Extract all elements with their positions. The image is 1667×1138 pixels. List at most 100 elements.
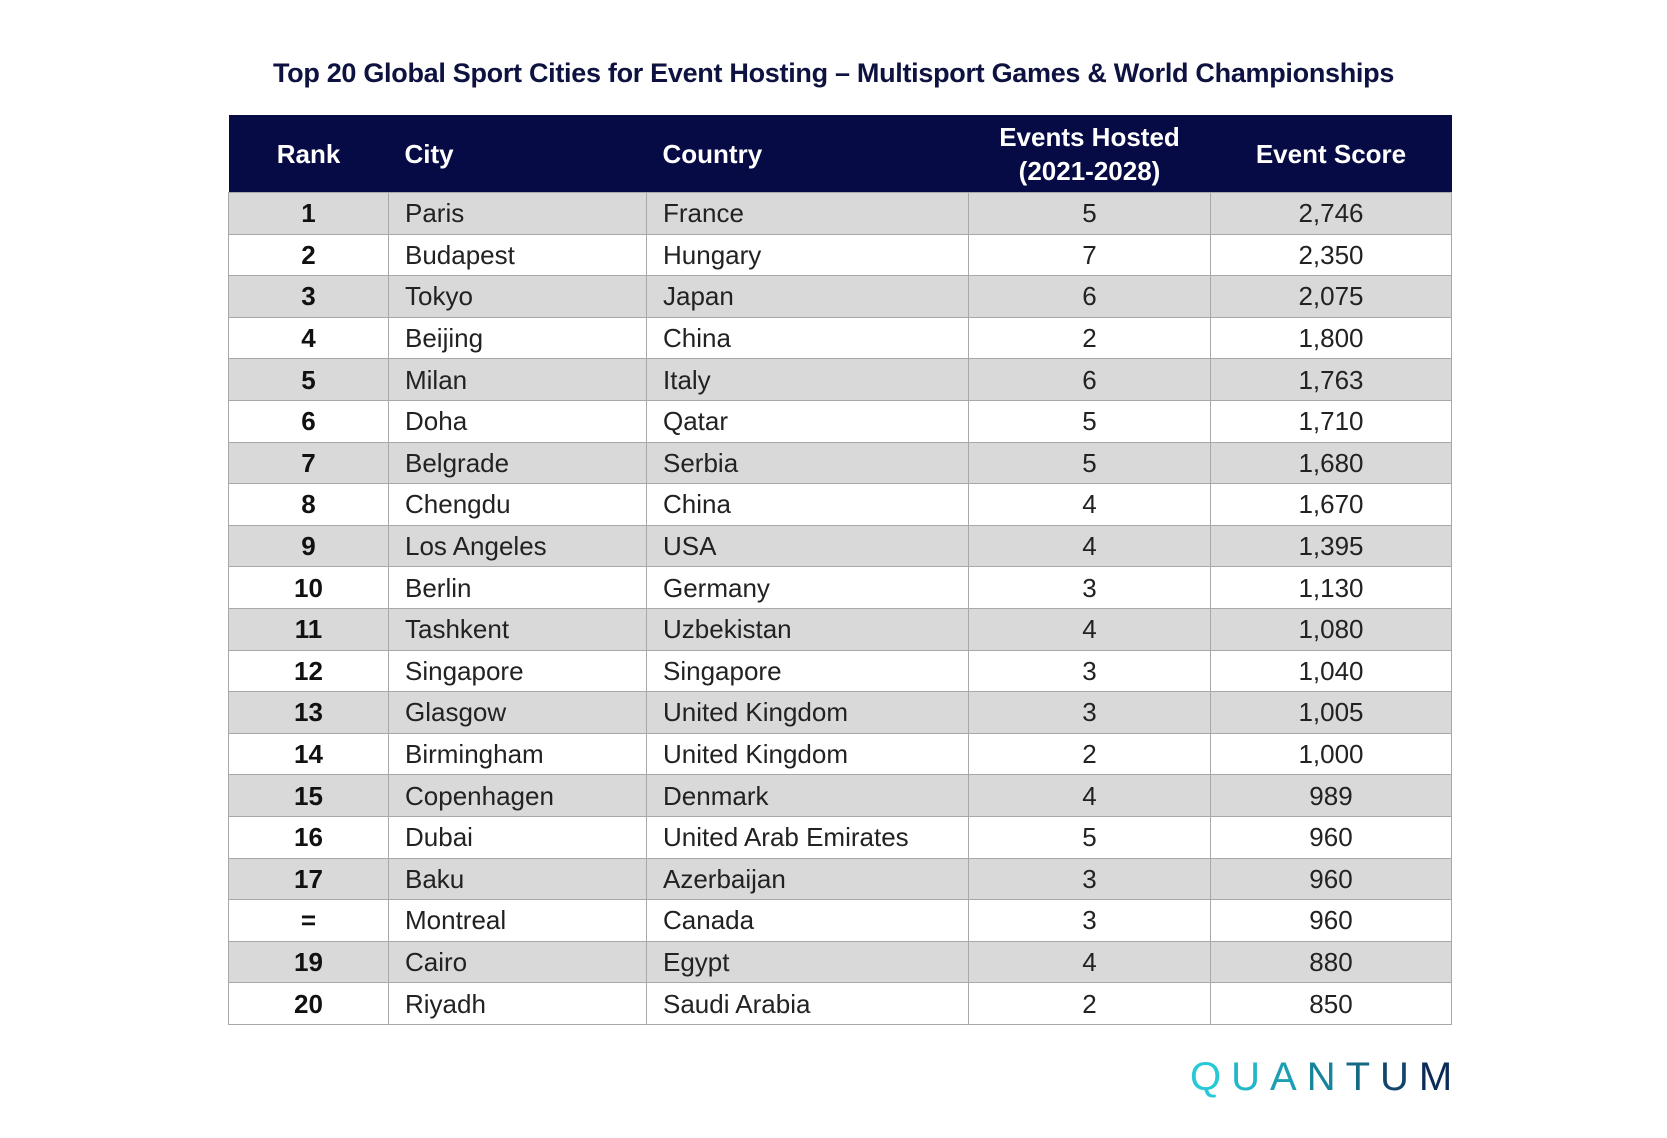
rank-cell: 3 [228,275,389,318]
city-cell: Glasgow [388,691,647,734]
rank-cell: 4 [228,316,389,360]
event-score-cell: 2,746 [1210,192,1452,235]
quantum-logo: QUANTUM [1190,1055,1462,1100]
rank-cell: 15 [228,774,389,817]
events-hosted-cell: 7 [968,233,1211,277]
country-cell: Hungary [646,233,969,277]
event-score-cell: 1,040 [1210,649,1452,693]
country-cell: Italy [646,358,969,401]
header-events-hosted: Events Hosted (2021-2028) [968,115,1211,193]
events-hosted-cell: 4 [968,483,1211,526]
table-row: 20 Riyadh Saudi Arabia 2 850 [228,982,1452,1025]
header-event-score: Event Score [1210,115,1452,193]
header-rank: Rank [228,115,389,193]
event-score-cell: 1,680 [1210,441,1452,485]
events-hosted-cell: 4 [968,940,1211,984]
rank-cell: 9 [228,524,389,568]
events-hosted-cell: 2 [968,732,1211,776]
country-cell: Egypt [646,940,969,984]
table-row: 9 Los Angeles USA 4 1,395 [228,524,1452,568]
event-score-cell: 989 [1210,774,1452,817]
rank-cell: 7 [228,441,389,485]
logo-letter: Q [1190,1055,1232,1099]
event-score-cell: 1,005 [1210,691,1452,734]
city-cell: Los Angeles [388,524,647,568]
table-row: 3 Tokyo Japan 6 2,075 [228,275,1452,318]
city-cell: Baku [388,857,647,901]
city-cell: Singapore [388,649,647,693]
country-cell: Denmark [646,774,969,817]
logo-letter: T [1345,1055,1381,1099]
city-cell: Birmingham [388,732,647,776]
country-cell: United Kingdom [646,732,969,776]
table-row: 1 Paris France 5 2,746 [228,192,1452,235]
events-hosted-cell: 2 [968,316,1211,360]
table-row: 6 Doha Qatar 5 1,710 [228,399,1452,443]
rankings-table: Rank City Country Events Hosted (2021-20… [228,115,1452,1025]
rank-cell: 13 [228,691,389,734]
events-hosted-cell: 3 [968,899,1211,942]
events-hosted-cell: 6 [968,358,1211,401]
country-cell: France [646,192,969,235]
events-hosted-cell: 4 [968,607,1211,651]
page-title: Top 20 Global Sport Cities for Event Hos… [272,58,1395,88]
logo-letter: M [1418,1055,1463,1099]
event-score-cell: 2,075 [1210,275,1452,318]
city-cell: Berlin [388,566,647,609]
city-cell: Milan [388,358,647,401]
rank-cell: 14 [228,732,389,776]
city-cell: Dubai [388,815,647,859]
city-cell: Riyadh [388,982,647,1025]
header-city: City [388,115,647,193]
city-cell: Cairo [388,940,647,984]
events-hosted-cell: 5 [968,399,1211,443]
country-cell: Qatar [646,399,969,443]
logo-letter: A [1270,1055,1307,1099]
events-hosted-cell: 5 [968,815,1211,859]
events-hosted-cell: 3 [968,566,1211,609]
country-cell: United Kingdom [646,691,969,734]
rank-cell: 6 [228,399,389,443]
events-hosted-cell: 4 [968,524,1211,568]
country-cell: Singapore [646,649,969,693]
rank-cell: 20 [228,982,389,1025]
table-row: 17 Baku Azerbaijan 3 960 [228,857,1452,901]
city-cell: Tashkent [388,607,647,651]
logo-letter: U [1231,1055,1271,1099]
country-cell: China [646,316,969,360]
rank-cell: 10 [228,566,389,609]
city-cell: Budapest [388,233,647,277]
events-hosted-cell: 2 [968,982,1211,1025]
table-row: 16 Dubai United Arab Emirates 5 960 [228,815,1452,859]
rank-cell: 5 [228,358,389,401]
logo-letter: U [1380,1055,1419,1099]
event-score-cell: 850 [1210,982,1452,1025]
table-row: 12 Singapore Singapore 3 1,040 [228,649,1452,693]
table-row: 8 Chengdu China 4 1,670 [228,483,1452,526]
event-score-cell: 2,350 [1210,233,1452,277]
country-cell: Serbia [646,441,969,485]
events-hosted-cell: 5 [968,441,1211,485]
city-cell: Beijing [388,316,647,360]
city-cell: Belgrade [388,441,647,485]
rank-cell: 11 [228,607,389,651]
table-row: 15 Copenhagen Denmark 4 989 [228,774,1452,817]
header-events-line1: Events Hosted [999,121,1180,152]
country-cell: Azerbaijan [646,857,969,901]
country-cell: Japan [646,275,969,318]
event-score-cell: 1,670 [1210,483,1452,526]
country-cell: Germany [646,566,969,609]
country-cell: Uzbekistan [646,607,969,651]
country-cell: Saudi Arabia [646,982,969,1025]
rank-cell: 16 [228,815,389,859]
table-row: 13 Glasgow United Kingdom 3 1,005 [228,691,1452,734]
city-cell: Tokyo [388,275,647,318]
table-row: 5 Milan Italy 6 1,763 [228,358,1452,401]
logo-letter: N [1306,1055,1346,1099]
events-hosted-cell: 4 [968,774,1211,817]
event-score-cell: 880 [1210,940,1452,984]
events-hosted-cell: 6 [968,275,1211,318]
events-hosted-cell: 5 [968,192,1211,235]
rank-cell: 19 [228,940,389,984]
country-cell: China [646,483,969,526]
